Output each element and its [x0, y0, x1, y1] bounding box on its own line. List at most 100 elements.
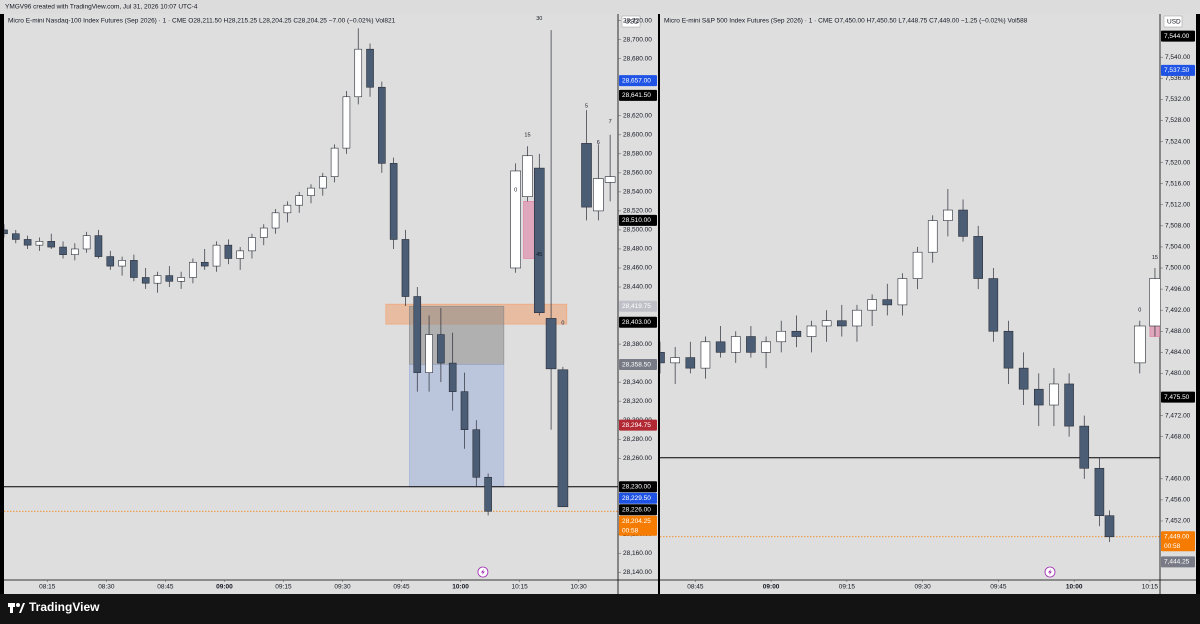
candle-body: [1064, 383, 1074, 427]
footer-logo: TradingView: [29, 600, 100, 614]
candle-body: [413, 296, 422, 373]
candle-body: [852, 309, 862, 327]
countdown: 00:58: [1164, 543, 1181, 550]
y-tick-label: 28,500.00: [623, 227, 652, 234]
y-tick-label: 7,488.00: [1165, 328, 1191, 335]
candle-body: [401, 239, 410, 297]
candle-body: [165, 275, 174, 282]
footer-bar: [0, 594, 1200, 624]
price-tag-label: 28,226.00: [622, 506, 651, 513]
candle-body: [248, 237, 256, 252]
candle-body: [200, 261, 209, 267]
y-tick-label: 28,480.00: [623, 246, 652, 253]
x-tick-label: 09:15: [275, 584, 292, 591]
y-tick-label: 7,516.00: [1165, 180, 1191, 187]
price-tag: [1161, 30, 1195, 42]
price-tag: [619, 492, 657, 504]
y-tick-label: 28,680.00: [623, 55, 652, 62]
candle-body: [47, 241, 56, 248]
candle-body: [224, 244, 233, 259]
candle-body: [660, 352, 665, 364]
candle-body: [472, 429, 481, 478]
price-tag-label: 28,641.50: [622, 92, 651, 99]
y-tick-label: 7,528.00: [1165, 117, 1191, 124]
price-tag: [1161, 391, 1195, 403]
y-tick-label: 28,580.00: [623, 151, 652, 158]
annotation: 0: [514, 187, 517, 193]
y-tick-label: 7,484.00: [1165, 349, 1191, 356]
y-tick-label: 7,460.00: [1165, 476, 1191, 483]
candle-body: [59, 246, 67, 255]
chart-pane: 0 15 Micro E-mini S&P 500 Index Futures (S…: [660, 14, 1196, 594]
y-tick-label: 28,340.00: [623, 379, 652, 386]
y-tick-label: 7,520.00: [1165, 159, 1191, 166]
candle-body: [821, 320, 832, 327]
x-tick-label: 09:45: [990, 584, 1007, 591]
y-tick-label: 7,532.00: [1165, 96, 1191, 103]
candle-body: [1049, 383, 1059, 406]
chart-title: Micro E-mini S&P 500 Index Futures (Sep …: [664, 18, 1028, 25]
candle-body: [670, 357, 680, 364]
x-tick-label: 08:30: [98, 584, 115, 591]
candle-body: [354, 48, 363, 98]
y-tick-label: 28,560.00: [623, 170, 652, 177]
candle-body: [545, 318, 557, 370]
candle-body: [837, 320, 847, 327]
candle-body: [437, 334, 445, 364]
candle-body: [319, 176, 327, 189]
candle-body: [12, 233, 20, 240]
candle-body: [177, 277, 185, 282]
price-tag-label: 28,294.75: [622, 422, 651, 429]
candle-body: [791, 330, 802, 337]
x-tick-label: 09:45: [393, 584, 410, 591]
candle-body: [389, 163, 398, 240]
zone: [409, 364, 505, 488]
price-tag-label: 28,358.50: [622, 361, 651, 368]
candle-body: [746, 336, 756, 353]
annotation: 0: [1138, 308, 1141, 314]
zone: [409, 305, 505, 365]
candle-body: [958, 209, 968, 237]
chart-title: Micro E-mini Nasdaq-100 Index Futures (S…: [8, 18, 396, 25]
candle-body: [283, 204, 292, 214]
y-tick-label: 7,508.00: [1165, 223, 1191, 230]
candle-body: [71, 248, 79, 255]
header-bar: [0, 0, 1200, 14]
candle-body: [510, 170, 521, 269]
price-tag-label: 28,230.00: [622, 483, 651, 490]
candle-body: [460, 391, 469, 431]
x-tick-label: 09:00: [763, 584, 780, 591]
candle-body: [897, 278, 908, 306]
y-tick-label: 28,700.00: [623, 36, 652, 43]
chart-pane: 30 15 0 45 0 5 6 7 Micro E-mini Nasdaq-100 Index…: [4, 14, 658, 594]
price-tag: [619, 214, 657, 226]
y-tick-label: 28,160.00: [623, 550, 652, 557]
y-tick-label: 28,620.00: [623, 113, 652, 120]
x-tick-label: 10:30: [571, 584, 588, 591]
y-tick-label: 7,500.00: [1165, 265, 1191, 272]
price-tag-label: 28,229.50: [622, 495, 651, 502]
candle-body: [973, 236, 983, 279]
candle-body: [448, 362, 457, 392]
candle-body: [4, 229, 8, 235]
y-tick-label: 28,380.00: [623, 341, 652, 348]
price-tag-label: 28,204.25: [622, 518, 651, 525]
y-tick-label: 28,260.00: [623, 455, 652, 462]
candle-body: [867, 299, 877, 311]
candle-body: [82, 235, 91, 250]
countdown: 00:58: [622, 527, 639, 534]
currency-box: [1163, 15, 1183, 28]
candle-body: [259, 227, 268, 238]
annotation: 7: [609, 119, 612, 125]
price-tag-label: 28,657.00: [622, 77, 651, 84]
price-tag-label: 7,449.00: [1164, 534, 1190, 541]
candle-body: [141, 277, 150, 284]
currency-label: USD: [625, 19, 639, 26]
y-tick-label: 7,540.00: [1165, 54, 1191, 61]
price-tag: [1161, 556, 1195, 568]
y-tick-label: 7,472.00: [1165, 412, 1191, 419]
candle-body: [378, 86, 386, 164]
x-tick-label: 10:00: [452, 584, 469, 591]
candle-body: [1133, 325, 1146, 364]
